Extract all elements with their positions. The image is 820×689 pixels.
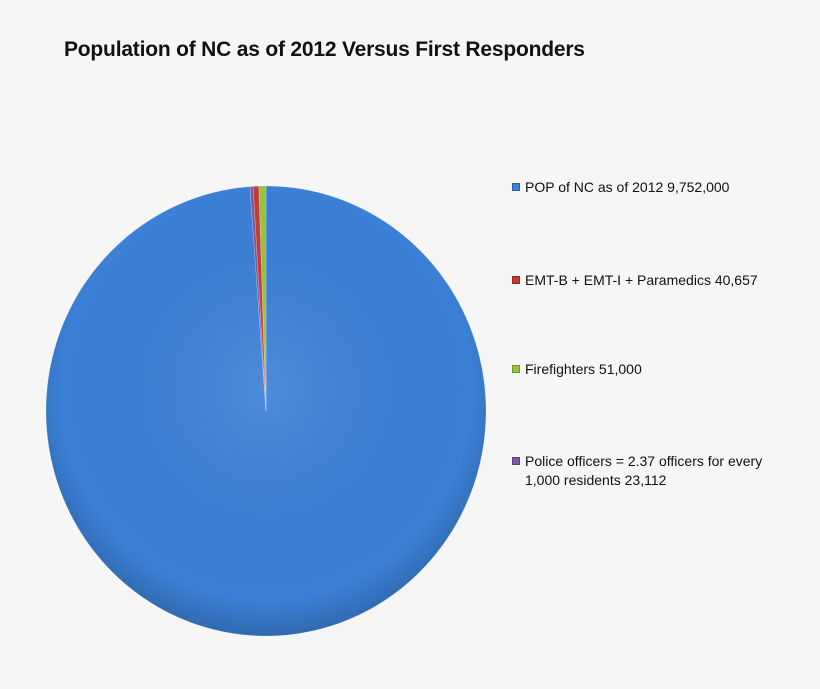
- legend-label-firefighters: Firefighters 51,000: [525, 361, 642, 377]
- legend-swatch-firefighters: [512, 365, 520, 373]
- legend-label-police: Police officers = 2.37 officers for ever…: [525, 453, 763, 488]
- legend-swatch-emt: [512, 276, 520, 284]
- legend-label-emt: EMT-B + EMT-I + Paramedics 40,657: [525, 272, 758, 288]
- legend-item-firefighters: Firefighters 51,000: [512, 360, 795, 379]
- legend-swatch-police: [512, 457, 520, 465]
- legend-item-emt: EMT-B + EMT-I + Paramedics 40,657: [512, 271, 795, 290]
- legend-item-population: POP of NC as of 2012 9,752,000: [512, 178, 795, 197]
- chart-title: Population of NC as of 2012 Versus First…: [64, 38, 585, 61]
- legend-swatch-population: [512, 183, 520, 191]
- legend-label-population: POP of NC as of 2012 9,752,000: [525, 179, 730, 195]
- legend-item-police: Police officers = 2.37 officers for ever…: [512, 452, 795, 490]
